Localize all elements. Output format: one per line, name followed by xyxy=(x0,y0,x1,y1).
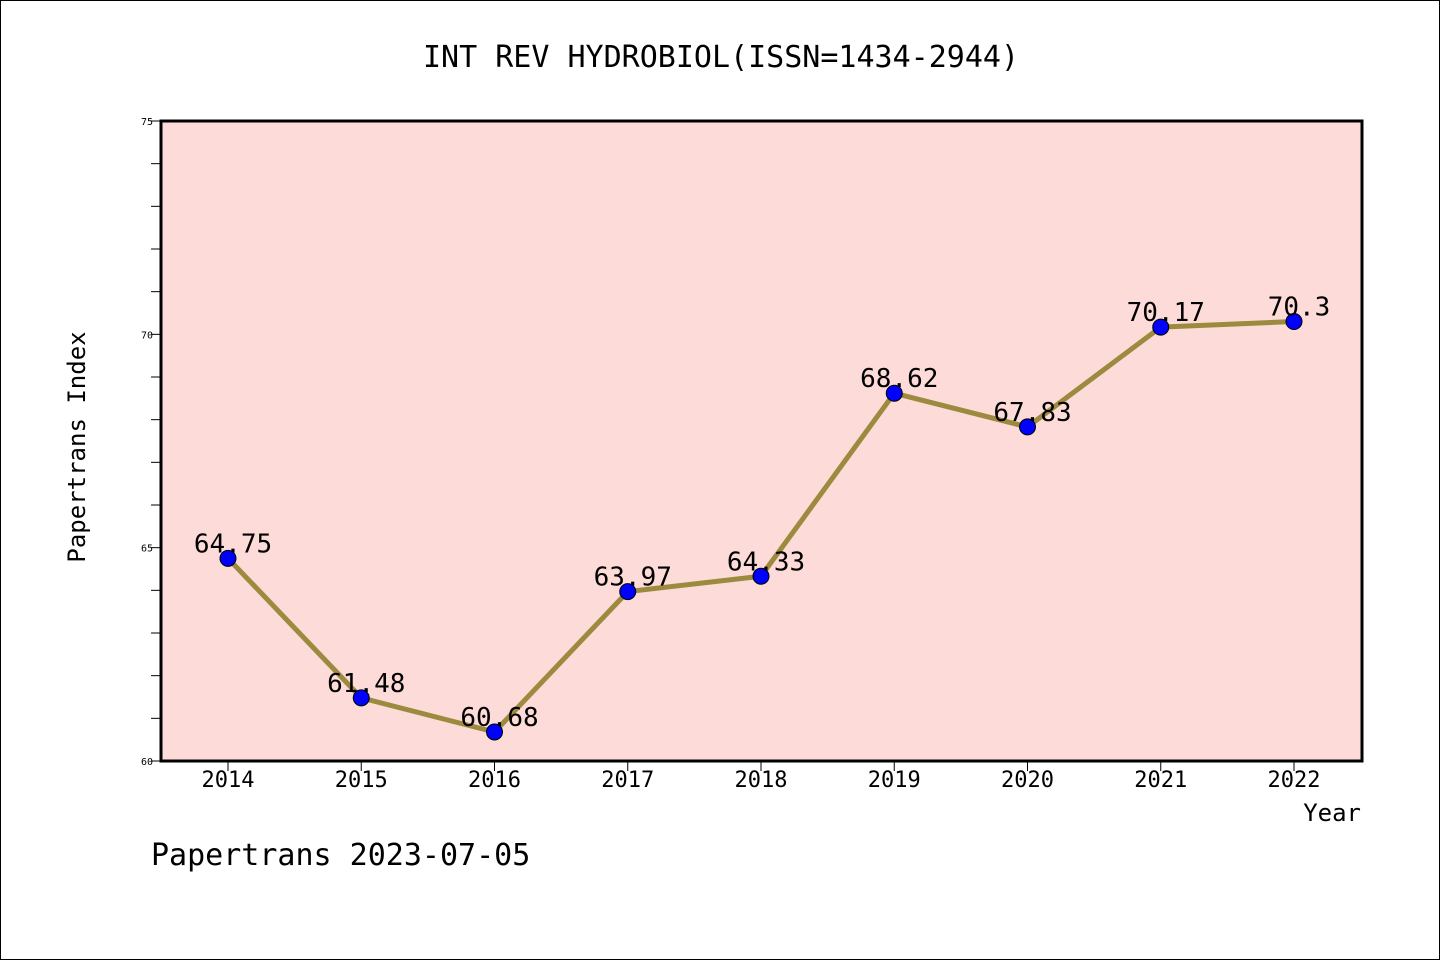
data-point xyxy=(1019,418,1036,436)
data-label: 60.68 xyxy=(460,703,538,733)
data-label-layer: 64.75 61.48 60.68 63.97 64.33 68.62 67.83 70.17… xyxy=(194,293,1330,733)
plot-area xyxy=(161,121,1362,761)
x-tick-label: 2022 xyxy=(1268,768,1321,793)
y-tick-label: 65 xyxy=(141,544,153,555)
marker-layer xyxy=(219,313,1303,741)
data-point xyxy=(752,567,770,585)
data-point xyxy=(1152,318,1170,336)
x-tick-label: 2021 xyxy=(1134,768,1187,793)
x-tick-label: 2017 xyxy=(601,768,654,793)
footer-text: Papertrans 2023-07-05 xyxy=(151,838,530,873)
data-label: 67.83 xyxy=(993,398,1071,428)
x-tick-label: 2015 xyxy=(335,768,388,793)
y-axis-label: Papertrans Index xyxy=(63,331,91,562)
data-point xyxy=(352,689,370,707)
data-point xyxy=(885,384,903,402)
data-point xyxy=(619,583,637,601)
data-point xyxy=(486,723,503,741)
data-label: 64.33 xyxy=(727,547,805,577)
x-tick-label: 2014 xyxy=(202,768,255,793)
x-tick-label: 2016 xyxy=(468,768,521,793)
y-tick-label: 60 xyxy=(141,757,153,768)
x-tick-label: 2020 xyxy=(1001,768,1054,793)
data-label: 63.97 xyxy=(594,563,672,593)
x-tick-label: 2018 xyxy=(735,768,788,793)
data-label: 61.48 xyxy=(327,669,405,699)
y-axis: 60 65 70 75 xyxy=(141,117,161,768)
x-axis: 2014 2015 2016 2017 2018 2019 2020 2021 2022 xyxy=(202,761,1321,793)
x-tick-label: 2019 xyxy=(868,768,921,793)
chart-title: INT REV HYDROBIOL(ISSN=1434-2944) xyxy=(423,40,1019,75)
data-point xyxy=(1285,313,1303,331)
x-axis-label: Year xyxy=(1303,799,1361,827)
data-label: 64.75 xyxy=(194,529,272,559)
y-tick-label: 70 xyxy=(141,330,153,341)
data-point xyxy=(219,549,237,567)
data-label: 68.62 xyxy=(860,364,938,394)
data-label: 70.3 xyxy=(1268,293,1331,323)
data-label: 70.17 xyxy=(1127,298,1205,328)
y-tick-label: 75 xyxy=(141,117,153,128)
